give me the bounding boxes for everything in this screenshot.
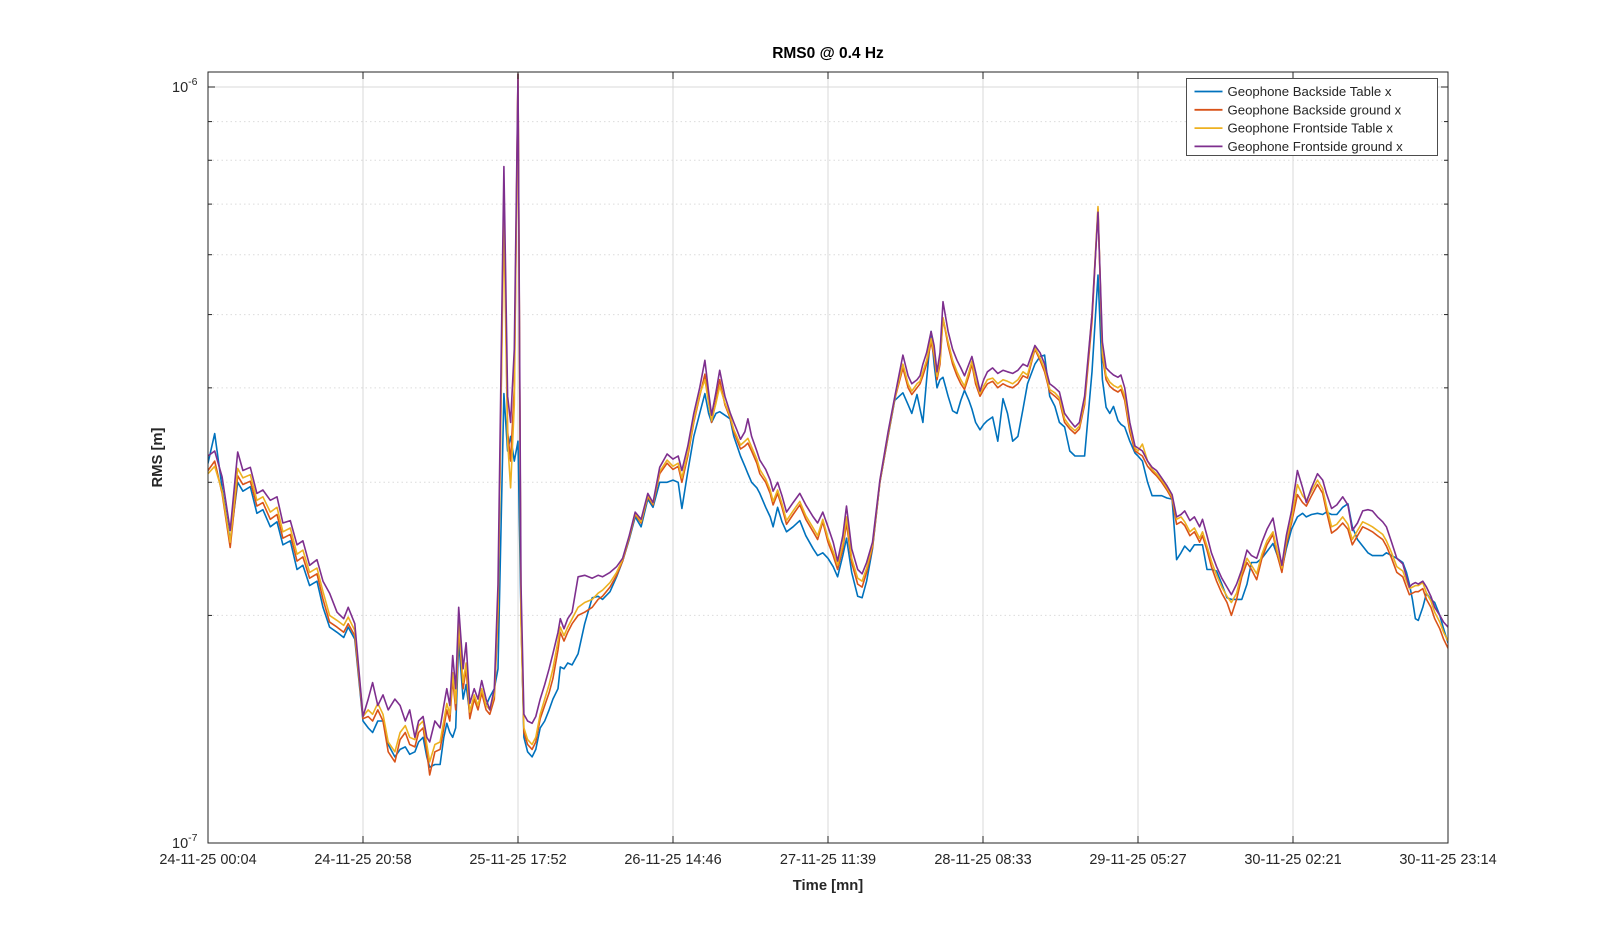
legend-label: Geophone Frontside Table x	[1228, 121, 1394, 136]
plot-area	[208, 73, 1448, 776]
y-tick-label: 10-7	[172, 832, 198, 852]
x-tick-label: 29-11-25 05:27	[1089, 852, 1186, 868]
x-tick-label: 25-11-25 17:52	[469, 852, 566, 868]
x-tick-label: 26-11-25 14:46	[624, 852, 721, 868]
x-axis-label: Time [mn]	[793, 878, 864, 894]
x-tick-label: 30-11-25 02:21	[1244, 852, 1341, 868]
x-tick-label: 24-11-25 00:04	[159, 852, 256, 868]
legend: Geophone Backside Table x Geophone Backsi…	[1186, 78, 1438, 156]
x-tick-label: 27-11-25 11:39	[780, 852, 876, 868]
legend-label: Geophone Backside Table x	[1228, 84, 1392, 99]
legend-label: Geophone Frontside ground x	[1228, 139, 1404, 154]
plot-title: RMS0 @ 0.4 Hz	[772, 45, 884, 62]
series-line-1	[208, 274, 1448, 768]
y-tick-label: 10-6	[172, 76, 198, 96]
x-tick-label: 24-11-25 20:58	[314, 852, 411, 868]
legend-label: Geophone Backside ground x	[1228, 102, 1402, 117]
legend-box	[1186, 78, 1438, 156]
x-tick-label: 30-11-25 23:14	[1399, 852, 1496, 868]
series-line-4	[208, 73, 1448, 743]
x-tick-label: 28-11-25 08:33	[934, 852, 1031, 868]
axes-box	[207, 71, 1449, 844]
y-axis-label: RMS [m]	[150, 427, 166, 487]
